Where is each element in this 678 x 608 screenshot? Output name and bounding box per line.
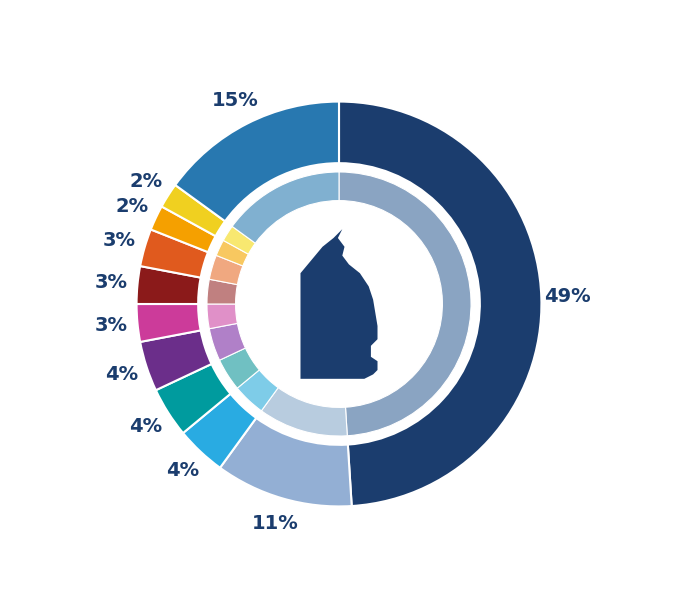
Wedge shape <box>262 388 347 436</box>
Wedge shape <box>339 102 542 506</box>
Wedge shape <box>220 418 352 506</box>
Text: 11%: 11% <box>252 514 298 533</box>
Wedge shape <box>156 364 231 433</box>
Wedge shape <box>207 304 237 329</box>
Wedge shape <box>216 240 248 266</box>
Wedge shape <box>175 102 339 221</box>
Text: 4%: 4% <box>166 461 199 480</box>
Text: 3%: 3% <box>95 273 127 292</box>
Wedge shape <box>161 185 225 236</box>
Wedge shape <box>237 370 278 411</box>
Wedge shape <box>207 279 237 304</box>
Wedge shape <box>220 348 259 388</box>
Text: 3%: 3% <box>95 316 127 335</box>
Polygon shape <box>300 229 378 379</box>
Wedge shape <box>151 207 216 252</box>
Text: 2%: 2% <box>129 172 162 191</box>
Wedge shape <box>232 172 339 243</box>
Wedge shape <box>136 266 201 304</box>
Text: 49%: 49% <box>544 288 591 306</box>
Circle shape <box>238 203 440 405</box>
Wedge shape <box>136 304 201 342</box>
Wedge shape <box>140 229 208 278</box>
Text: 15%: 15% <box>212 91 258 109</box>
Text: 4%: 4% <box>129 417 162 436</box>
Wedge shape <box>210 255 243 285</box>
Wedge shape <box>140 330 212 390</box>
Text: 3%: 3% <box>103 230 136 250</box>
Wedge shape <box>223 226 256 254</box>
Text: 2%: 2% <box>115 197 148 216</box>
Text: 4%: 4% <box>105 365 138 384</box>
Wedge shape <box>183 394 256 468</box>
Wedge shape <box>210 323 245 360</box>
Wedge shape <box>339 172 471 436</box>
